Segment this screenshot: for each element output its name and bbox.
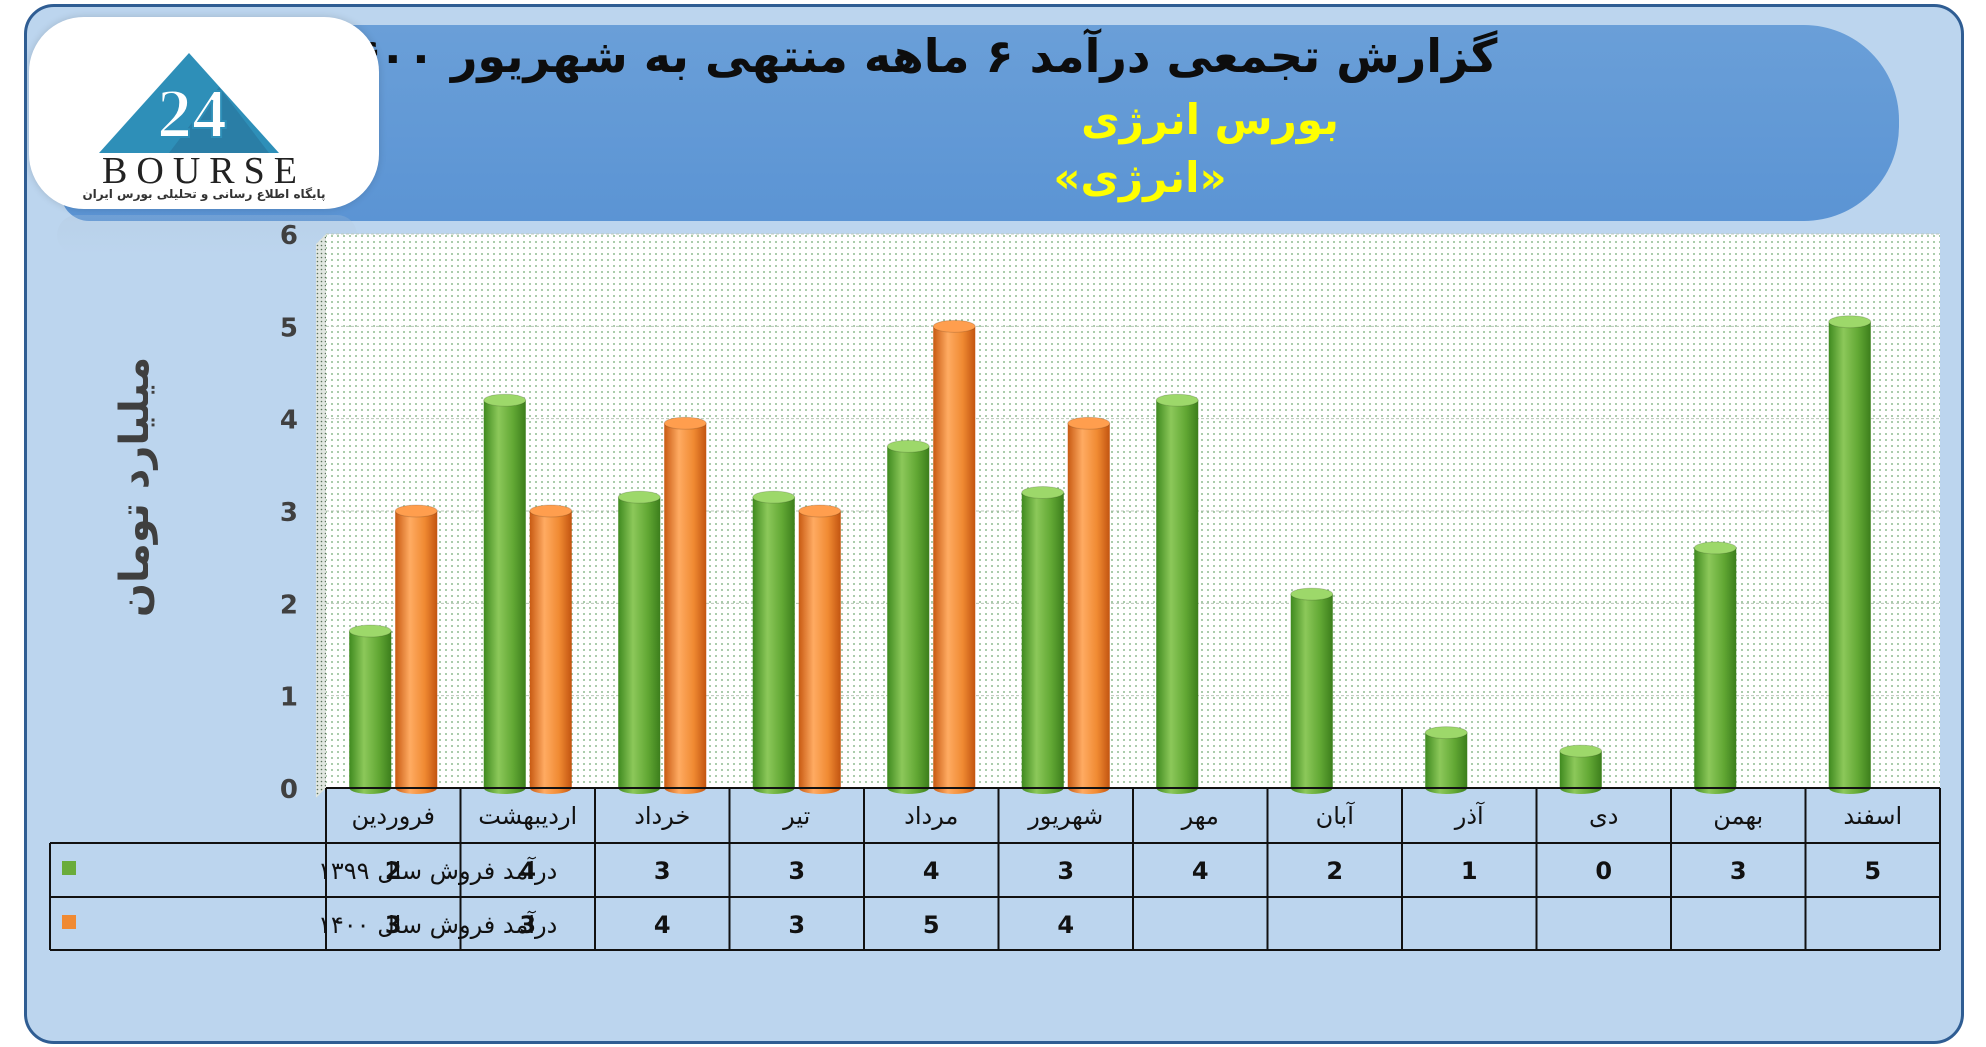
logo-mark-icon: 24 — [99, 53, 279, 154]
bar — [1559, 744, 1603, 794]
bar — [617, 490, 661, 794]
bar — [752, 490, 796, 794]
bar — [1067, 416, 1111, 794]
y-tick-label: 0 — [280, 775, 298, 805]
y-tick-label: 3 — [280, 498, 298, 528]
bar — [886, 439, 930, 794]
bars — [348, 315, 1872, 794]
bar — [394, 504, 438, 794]
data-table: فروردین اردیبهشت خرداد تیر مرداد شهریور مهر آبا… — [49, 787, 1941, 951]
y-tick-label: 1 — [280, 683, 298, 713]
data-label: 4 — [923, 857, 940, 885]
data-label: 2 — [1326, 857, 1343, 885]
x-tick-label: آبان — [1316, 801, 1356, 830]
x-tick-label: مرداد — [904, 802, 958, 830]
svg-text:24: 24 — [157, 76, 227, 153]
x-tick-label: بهمن — [1713, 802, 1763, 830]
x-tick-label: اردیبهشت — [478, 802, 577, 830]
x-tick-label: اسفند — [1843, 802, 1902, 830]
y-tick-label: 2 — [280, 590, 298, 620]
logo-tagline: پایگاه اطلاع رسانی و تحلیلی بورس ایران — [82, 187, 326, 201]
bar — [1424, 726, 1468, 794]
data-label: 3 — [654, 857, 671, 885]
data-label: 5 — [1864, 857, 1881, 885]
bar — [1155, 393, 1199, 794]
data-label: 2 — [385, 857, 402, 885]
bar — [529, 504, 573, 794]
page-title: گزارش تجمعی درآمد ۶ ماهه منتهی به شهریور… — [322, 29, 1498, 83]
bourse-logo: 24 BOURSE پایگاه اطلاع رسانی و تحلیلی بو… — [29, 17, 379, 209]
data-label: 0 — [1595, 857, 1612, 885]
y-axis-ticks: 0 1 2 3 4 5 6 — [280, 221, 298, 805]
legend-swatch — [62, 915, 76, 929]
legend-entry: درآمد فروش سال ۱۳۹۹ — [318, 856, 557, 885]
x-tick-label: شهریور — [1027, 802, 1103, 830]
bar — [1693, 541, 1737, 794]
bar — [1021, 486, 1065, 794]
data-label: 4 — [654, 911, 671, 939]
data-label: 3 — [519, 911, 536, 939]
data-label: 3 — [788, 911, 805, 939]
bar — [1290, 587, 1334, 794]
y-tick-label: 4 — [280, 406, 298, 436]
bar — [663, 416, 707, 794]
page-subtitle: بورس انرژی — [1081, 95, 1339, 144]
data-label: 3 — [385, 911, 402, 939]
data-label: 4 — [519, 857, 536, 885]
data-label: 3 — [1057, 857, 1074, 885]
bar — [1828, 315, 1872, 794]
data-label: 4 — [1057, 911, 1074, 939]
data-label: 5 — [923, 911, 940, 939]
x-tick-label: مهر — [1181, 802, 1219, 830]
y-tick-label: 6 — [280, 221, 298, 251]
data-label: 3 — [788, 857, 805, 885]
legend-entry: درآمد فروش سال ۱۴۰۰ — [318, 910, 557, 939]
data-label: 4 — [1192, 857, 1209, 885]
logo-wordmark: BOURSE — [102, 150, 306, 192]
legend-swatch — [62, 861, 76, 875]
bar — [932, 319, 976, 794]
x-tick-label: فروردین — [351, 802, 435, 830]
x-tick-label: خرداد — [634, 802, 690, 830]
bar — [798, 504, 842, 794]
x-tick-label: دی — [1589, 802, 1618, 830]
bar — [483, 393, 527, 794]
data-label: 3 — [1730, 857, 1747, 885]
bar — [348, 624, 392, 794]
y-tick-label: 5 — [280, 313, 298, 343]
data-label: 1 — [1461, 857, 1478, 885]
x-tick-label: آذر — [1454, 801, 1485, 830]
logo-reflection — [57, 215, 357, 255]
x-tick-label: تیر — [782, 802, 810, 830]
page-subtitle-2: «انرژی» — [1053, 153, 1227, 202]
